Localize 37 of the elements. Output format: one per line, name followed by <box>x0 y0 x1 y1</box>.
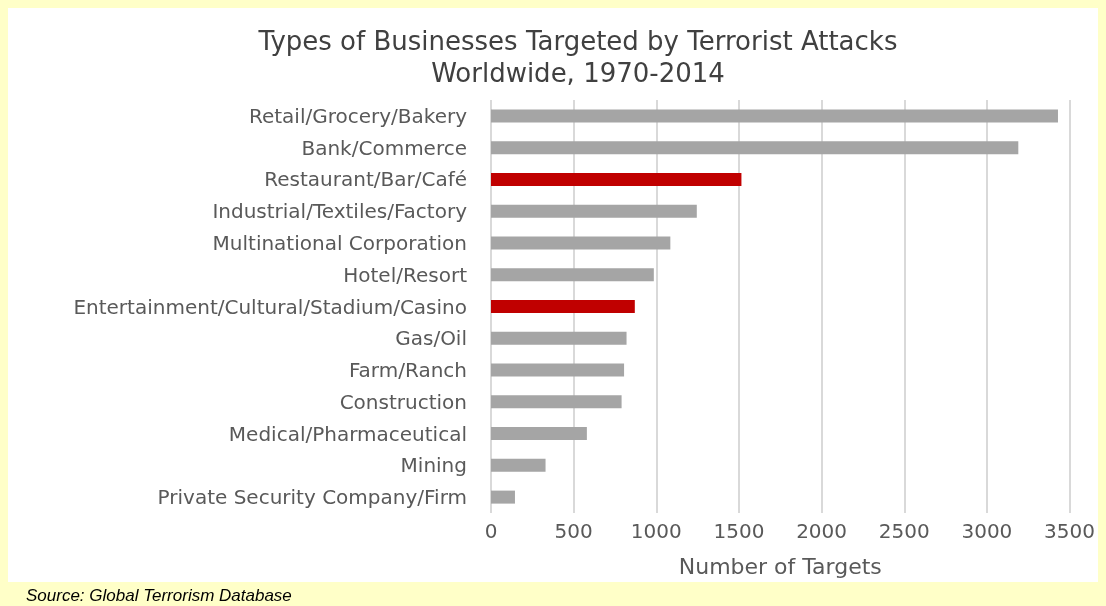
bar <box>491 172 742 186</box>
y-tick-label: Hotel/Resort <box>343 262 468 287</box>
y-tick-label: Entertainment/Cultural/Stadium/Casino <box>73 294 467 319</box>
x-tick-label: 1000 <box>630 519 682 543</box>
x-tick-label: 1500 <box>713 519 765 543</box>
bar <box>491 458 546 472</box>
x-tick-label: 2000 <box>796 519 848 543</box>
x-tick-label: 3500 <box>1044 519 1095 543</box>
y-tick-label: Industrial/Textiles/Factory <box>212 199 468 224</box>
bar <box>491 268 654 282</box>
bar <box>491 109 1058 123</box>
bar <box>491 300 635 313</box>
y-tick-label: Retail/Grocery/Bakery <box>248 103 468 128</box>
bar <box>491 363 625 377</box>
bar <box>491 141 1019 155</box>
chart-title: Types of Businesses Targeted by Terrorist Attacks Worldwide, 1970-2014 <box>257 26 898 88</box>
y-tick-label: Farm/Ranch <box>348 358 467 383</box>
y-tick-label: Medical/Pharmaceutical <box>228 421 467 446</box>
y-tick-label: Multinational Corporation <box>212 230 467 255</box>
bar <box>491 236 671 250</box>
x-tick-label: 0 <box>484 519 498 543</box>
bar <box>491 204 697 218</box>
y-tick-label: Mining <box>400 453 467 478</box>
x-tick-label: 500 <box>554 519 593 543</box>
y-tick-label: Restaurant/Bar/Café <box>264 167 467 192</box>
y-tick-label: Construction <box>339 389 467 414</box>
x-tick-label: 2500 <box>878 519 930 543</box>
x-tick-label: 3000 <box>961 519 1013 543</box>
bar <box>491 490 515 504</box>
y-tick-label: Private Security Company/Firm <box>157 485 467 510</box>
bar <box>491 427 587 441</box>
source-note: Source: Global Terrorism Database <box>26 586 292 606</box>
bar <box>491 395 622 409</box>
x-axis-title: Number of Targets <box>678 553 882 579</box>
y-tick-label: Gas/Oil <box>395 326 467 351</box>
bar <box>491 331 627 345</box>
y-tick-label: Bank/Commerce <box>301 135 467 160</box>
